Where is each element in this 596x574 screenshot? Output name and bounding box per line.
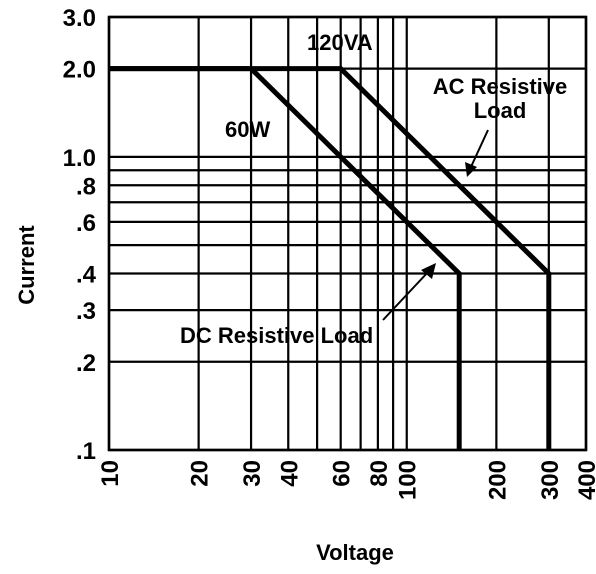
ac-resistive-load-curve [109,66,552,450]
dc-arrow [382,263,436,321]
y-tick-label: .6 [76,210,96,237]
y-tick-label: 3.0 [63,5,96,32]
y-axis-label: Current [14,225,39,305]
x-axis-label: Voltage [316,540,394,565]
x-tick-label: 300 [537,460,564,500]
x-tick-label: 10 [97,460,124,487]
va-label: 120VA [307,30,373,55]
w-label: 60W [225,117,270,142]
y-tick-label: .2 [76,350,96,377]
curve-layer [109,66,552,450]
x-tick-label: 30 [239,460,266,487]
x-tick-label: 200 [484,460,511,500]
plot-border [107,15,588,452]
y-tick-label: .4 [76,262,97,289]
x-tick-label: 80 [366,460,393,487]
x-tick-label: 20 [187,460,214,487]
y-tick-label: .1 [76,438,96,465]
x-tick-label: 60 [329,460,356,487]
x-tick-label: 400 [574,460,596,500]
y-tick-label: .8 [76,173,96,200]
y-tick-label: 2.0 [63,57,96,84]
dc-label: DC Resistive Load [180,323,373,348]
x-tick-label: 40 [276,460,303,487]
y-tick-label: .3 [76,298,96,325]
ac-label-line2: Load [474,98,527,123]
ac-arrow [465,129,489,177]
tick-layer: 3.0 2.0 1.0.8 .6 .4 .3 .2 .110 20 30 40 60 80 100 200 3… [63,5,596,500]
y-tick-label: 1.0 [63,145,96,172]
ac-label-line1: AC Resistive [433,74,568,99]
x-tick-label: 100 [395,460,422,500]
